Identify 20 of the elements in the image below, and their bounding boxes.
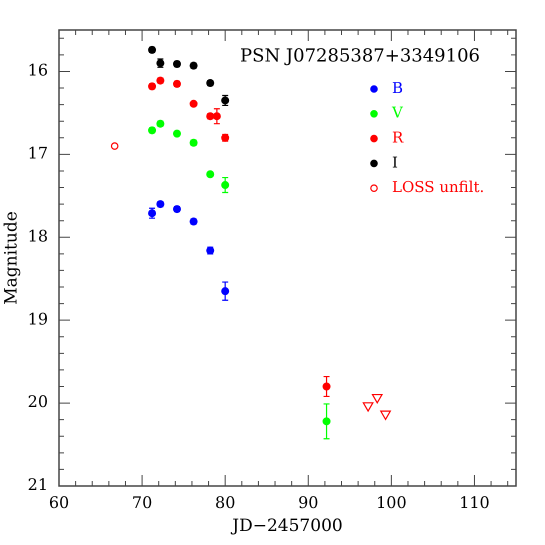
- legend-label: V: [391, 104, 404, 122]
- x-tick-label: 100: [376, 492, 407, 512]
- text: PSN J07285387+3349106: [240, 46, 480, 67]
- x-tick-label: 70: [132, 492, 152, 512]
- y-tick-label: 17: [28, 144, 48, 163]
- y-tick-label: 18: [28, 226, 48, 246]
- legend-label: B: [392, 78, 404, 97]
- y-tick-label: 19: [28, 309, 48, 328]
- x-tick-label: 110: [459, 492, 490, 512]
- y-tick-label: 20: [28, 392, 48, 412]
- x-axis-title: JD−2457000: [230, 516, 343, 536]
- x-tick-label: 90: [298, 492, 318, 512]
- x-tick-label: 80: [215, 492, 236, 512]
- legend-label: LOSS unfilt.: [392, 178, 484, 196]
- y-tick-label: 21: [28, 475, 48, 494]
- y-axis-title: Magnitude: [2, 211, 22, 305]
- y-tick-label: 16: [28, 60, 48, 80]
- legend-label: R: [392, 128, 404, 146]
- x-tick-label: 60: [48, 492, 70, 512]
- legend-label: I: [392, 153, 398, 172]
